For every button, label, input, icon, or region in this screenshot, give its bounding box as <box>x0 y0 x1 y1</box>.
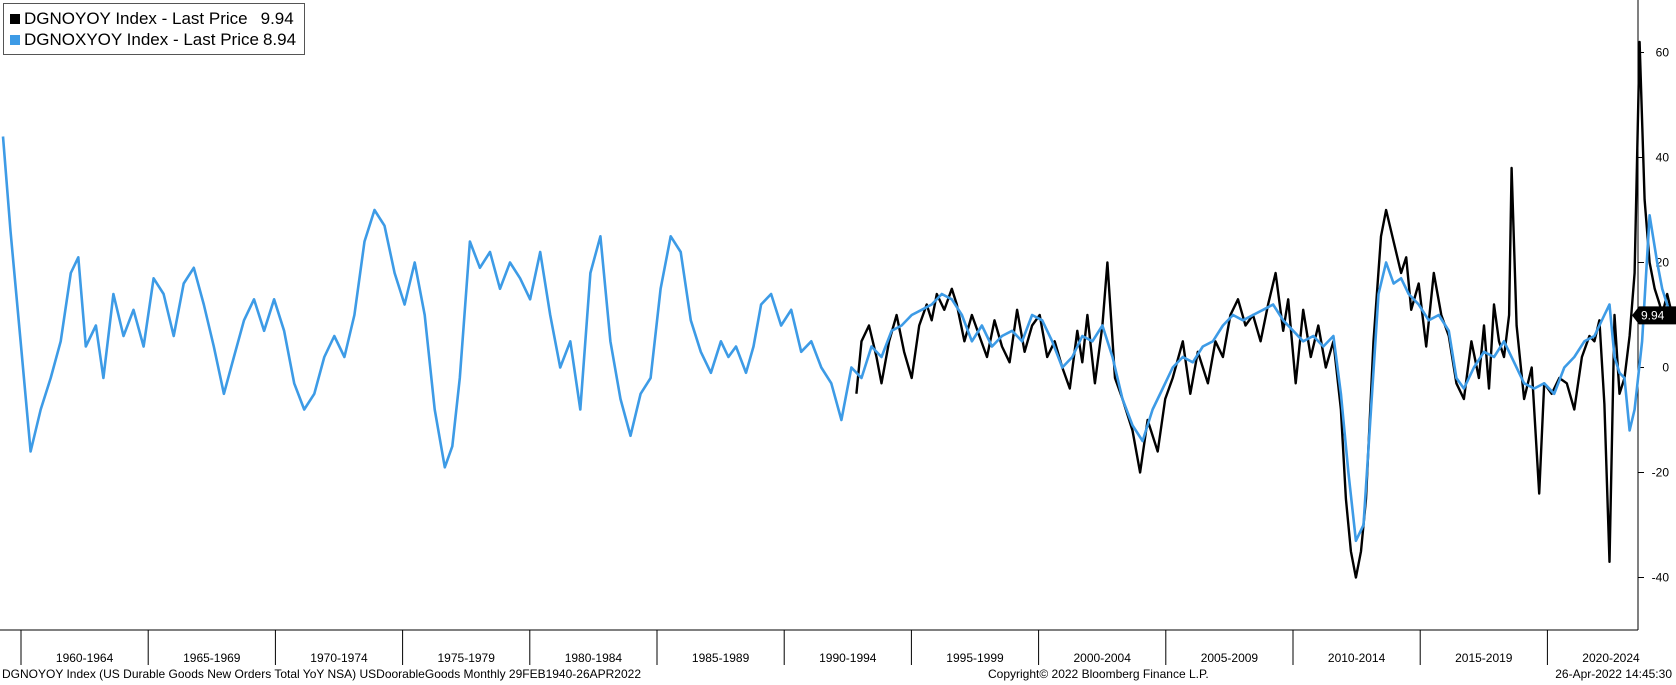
last-value-tag-text: 9.94 <box>1641 308 1665 322</box>
x-tick-label: 1985-1989 <box>692 651 750 665</box>
x-tick-label: 1975-1979 <box>438 651 496 665</box>
legend-swatch-dgnoxyoy <box>10 34 20 45</box>
x-tick-label: 2020-2024 <box>1582 651 1640 665</box>
y-tick-label: 40 <box>1656 151 1670 165</box>
y-tick-label: 0 <box>1662 361 1669 375</box>
legend: DGNOYOY Index - Last Price 9.94 DGNOXYOY… <box>3 3 306 55</box>
y-tick-label: 60 <box>1656 46 1670 60</box>
x-tick-label: 2015-2019 <box>1455 651 1513 665</box>
y-tick-label: -20 <box>1652 466 1670 480</box>
legend-label-dgnoyoy: DGNOYOY Index - Last Price <box>24 9 248 28</box>
x-tick-label: 1960-1964 <box>56 651 114 665</box>
x-tick-label: 1990-1994 <box>819 651 877 665</box>
y-tick-label: -40 <box>1652 571 1670 585</box>
x-tick-label: 1995-1999 <box>946 651 1004 665</box>
footer-description: DGNOYOY Index (US Durable Goods New Orde… <box>2 667 641 681</box>
last-value-tag: 9.94 <box>1632 306 1676 325</box>
legend-item-dgnoyoy: DGNOYOY Index - Last Price 9.94 <box>10 8 296 29</box>
x-tick-label: 1970-1974 <box>310 651 368 665</box>
series-line-dgnoxyoy <box>1 136 1674 543</box>
legend-value-dgnoyoy: 9.94 <box>260 9 294 28</box>
legend-value-dgnoxyoy: 8.94 <box>262 30 297 49</box>
series-line-dgnoyoy <box>855 40 1674 579</box>
legend-swatch-dgnoyoy <box>10 13 20 24</box>
x-tick-label: 1965-1969 <box>183 651 241 665</box>
x-tick-label: 2010-2014 <box>1328 651 1386 665</box>
legend-label-dgnoxyoy: DGNOXYOY Index - Last Price <box>24 30 259 49</box>
legend-item-dgnoxyoy: DGNOXYOY Index - Last Price 8.94 <box>10 29 296 50</box>
footer-timestamp: 26-Apr-2022 14:45:30 <box>1555 667 1672 681</box>
x-tick-label: 2000-2004 <box>1074 651 1132 665</box>
x-tick-label: 1980-1984 <box>565 651 623 665</box>
x-tick-label: 2005-2009 <box>1201 651 1259 665</box>
footer-copyright: Copyright© 2022 Bloomberg Finance L.P. <box>988 667 1209 681</box>
